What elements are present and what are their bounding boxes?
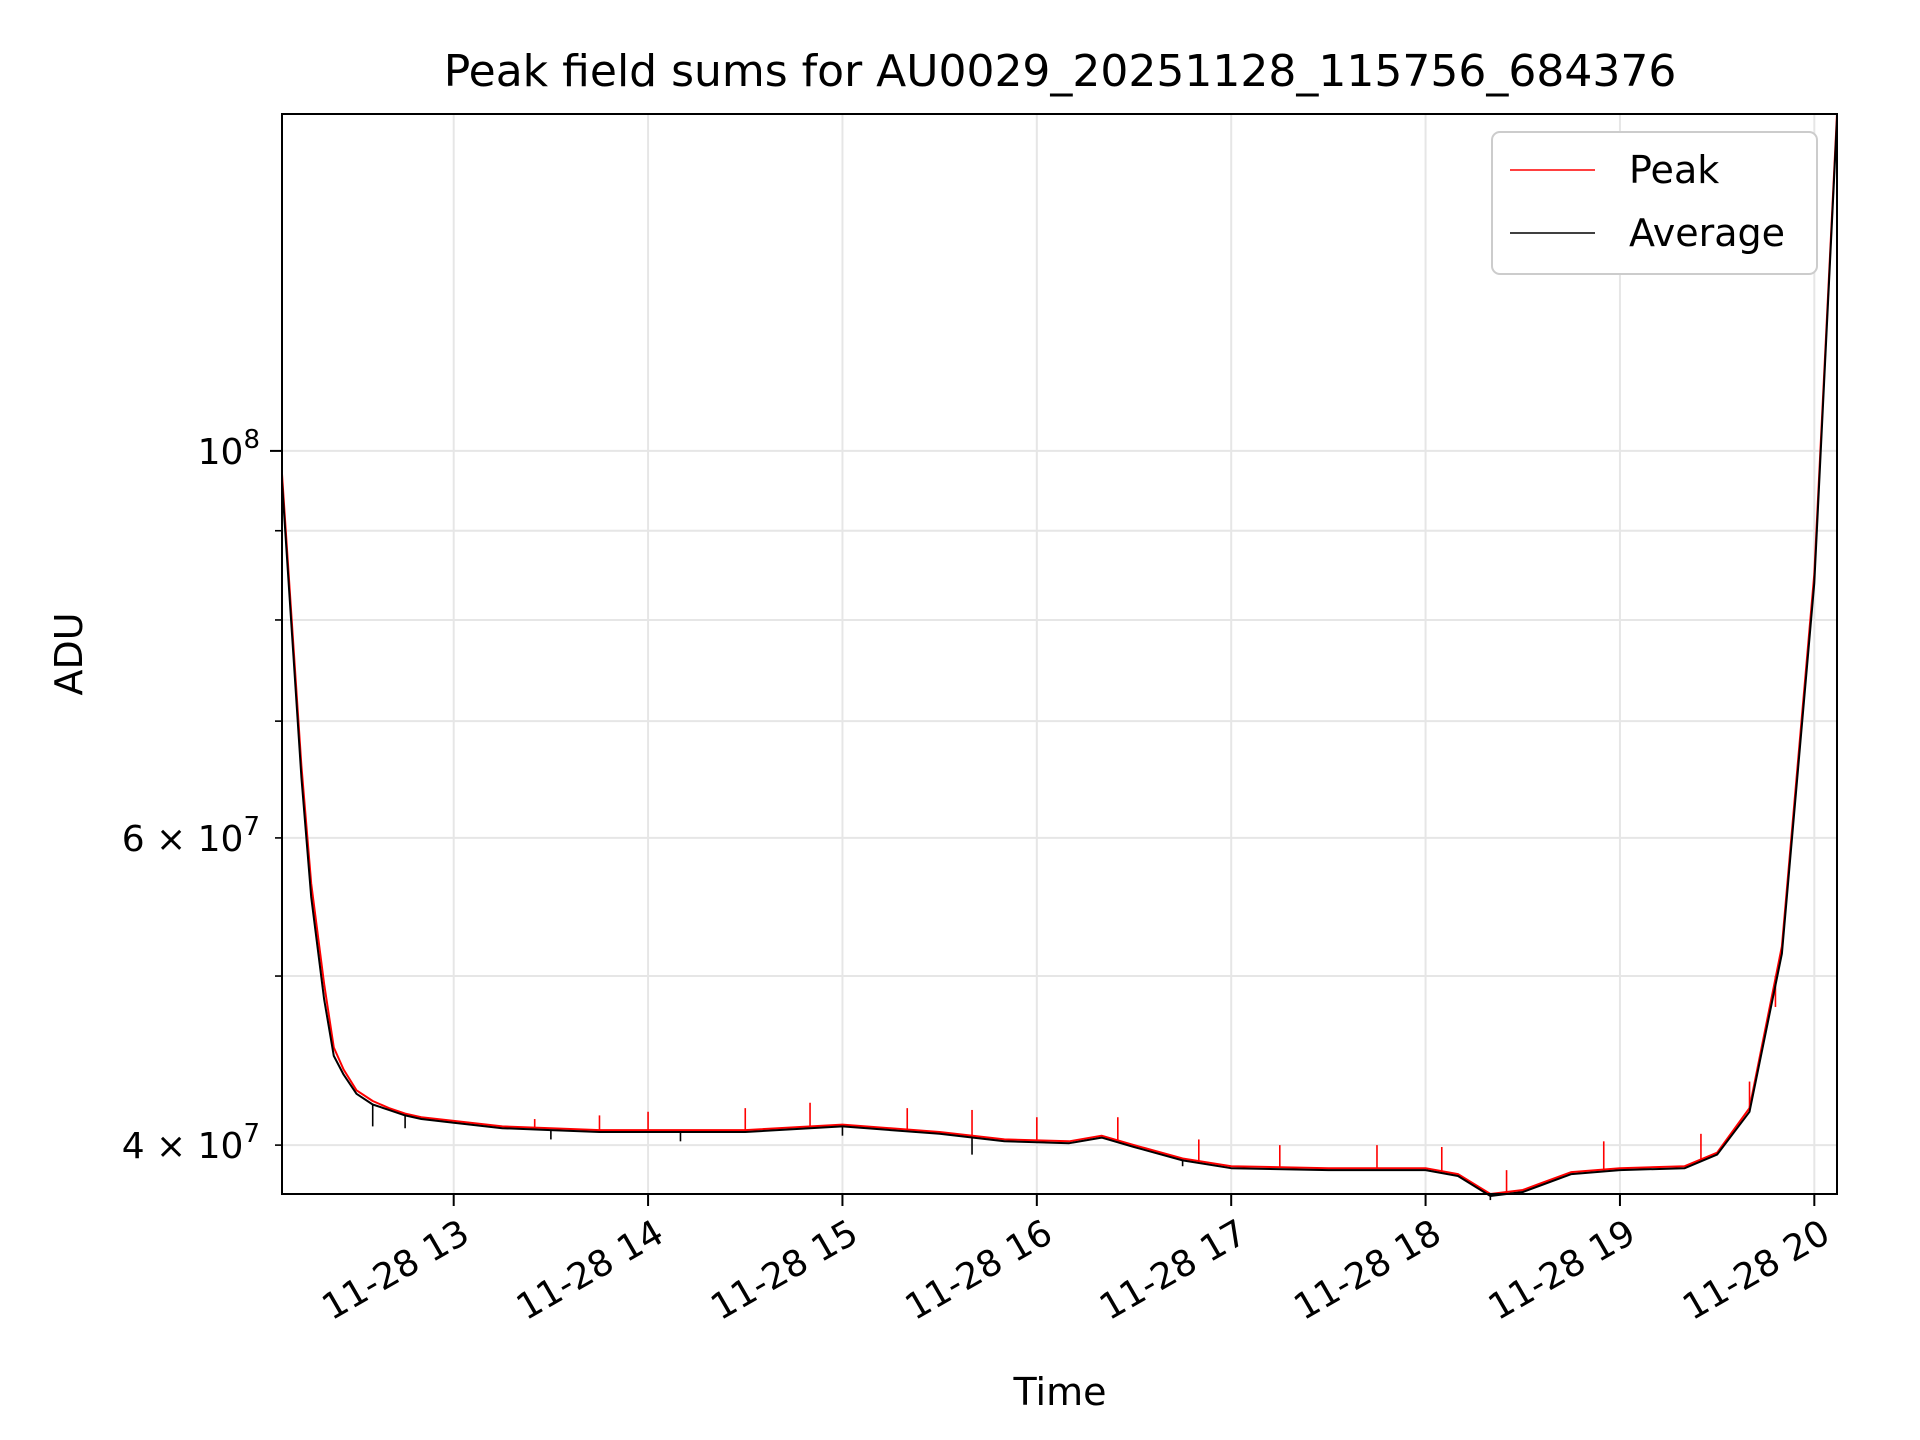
legend-label-average: Average <box>1629 211 1785 255</box>
x-axis-title: Time <box>1013 1370 1107 1414</box>
series-line-peak <box>281 113 1838 1195</box>
series-layer <box>281 113 1838 1201</box>
legend-label-peak: Peak <box>1629 148 1719 192</box>
y-axis-title: ADU <box>47 612 91 695</box>
series-peak <box>281 113 1838 1195</box>
plot-frame <box>281 113 1838 1195</box>
y-tick-label: 4 × 107 <box>122 1119 260 1167</box>
series-line-average <box>281 118 1838 1197</box>
legend: Peak Average <box>1491 131 1818 275</box>
y-tick-label: 6 × 107 <box>122 812 260 860</box>
series-average <box>281 118 1838 1201</box>
legend-box <box>1491 131 1818 275</box>
grid <box>282 114 1837 1194</box>
chart-title: Peak field sums for AU0029_20251128_1157… <box>444 46 1677 97</box>
